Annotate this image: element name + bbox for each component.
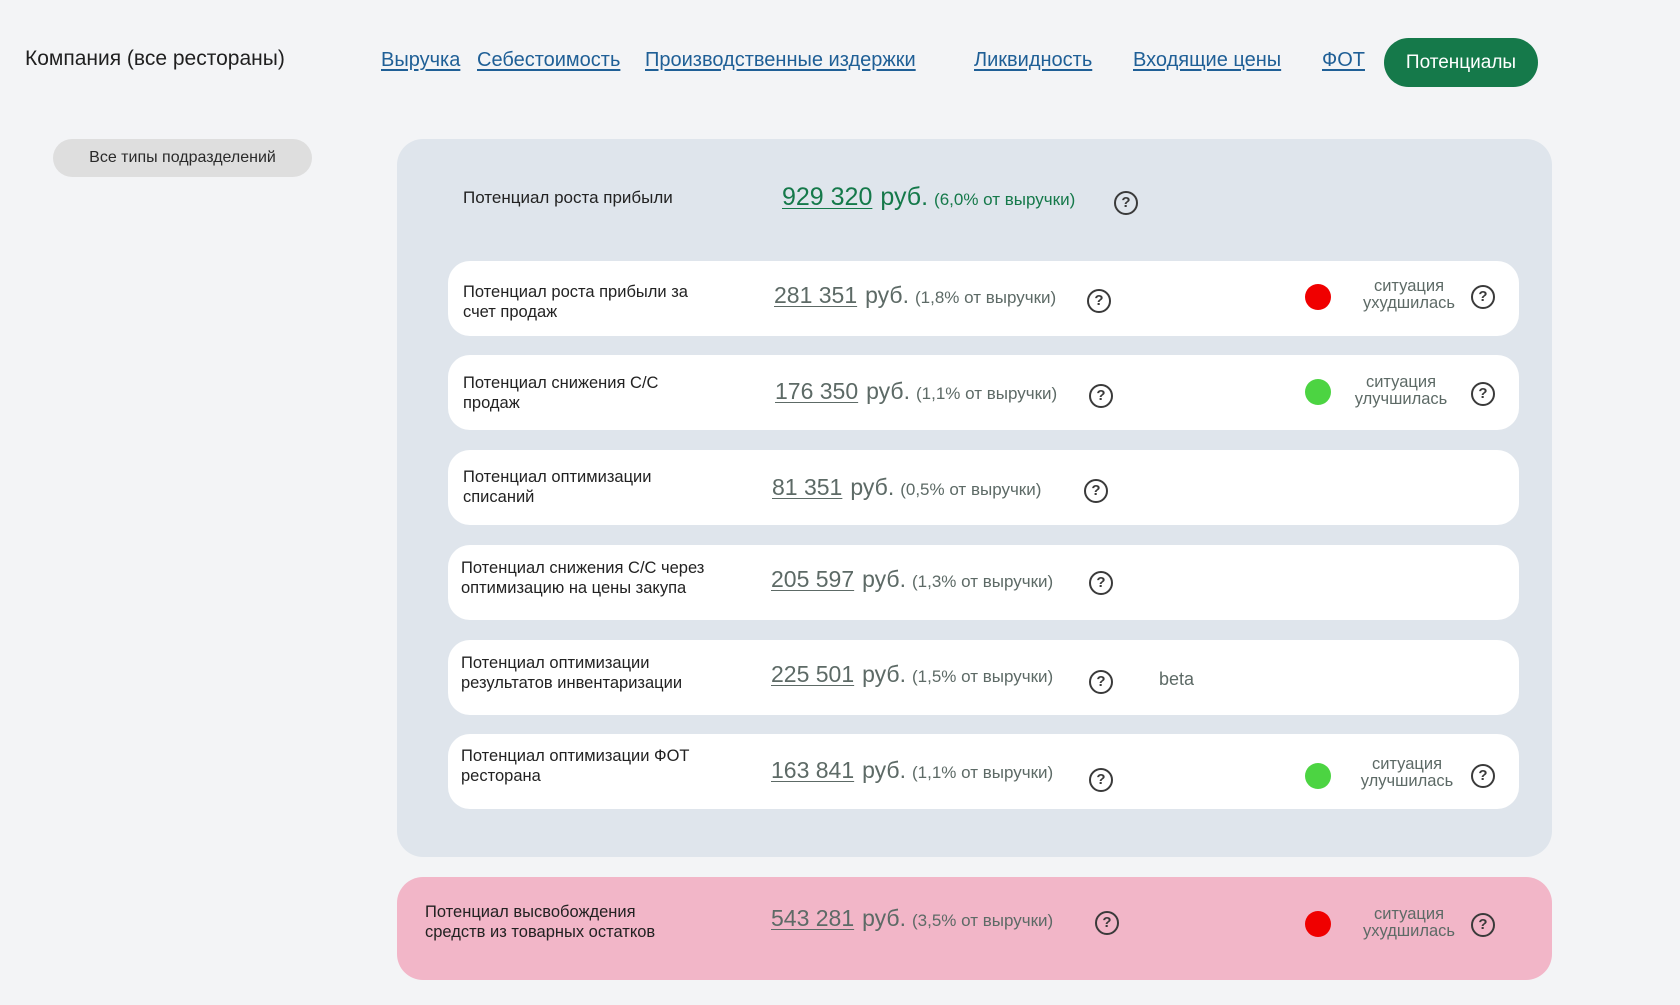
card-cost-reduction (448, 355, 1519, 430)
summary-share: (6,0% от выручки) (934, 190, 1076, 209)
card-value: 176 350 руб. (1,1% от выручки) (775, 378, 1057, 405)
nav-production-costs[interactable]: Производственные издержки (645, 49, 916, 71)
card-amount-link[interactable]: 163 841 (771, 757, 855, 783)
nav-revenue[interactable]: Выручка (381, 49, 461, 71)
bottom-amount-link[interactable]: 543 281 (771, 905, 855, 931)
card-share: (1,3% от выручки) (912, 572, 1054, 591)
card-amount-link[interactable]: 81 351 (772, 474, 843, 500)
nav-cost[interactable]: Себестоимость (477, 49, 621, 71)
help-icon[interactable]: ? (1089, 768, 1113, 792)
bottom-currency: руб. (862, 905, 906, 931)
help-icon[interactable]: ? (1471, 285, 1495, 309)
beta-badge: beta (1159, 669, 1195, 689)
inventory-release-panel (397, 877, 1552, 980)
summary-label: Потенциал роста прибыли (463, 188, 673, 207)
card-amount-link[interactable]: 281 351 (774, 282, 858, 308)
card-share: (0,5% от выручки) (900, 480, 1042, 499)
card-currency: руб. (866, 378, 910, 404)
card-share: (1,1% от выручки) (916, 384, 1058, 403)
card-value: 205 597 руб. (1,3% от выручки) (771, 566, 1053, 593)
card-label: Потенциал снижения С/С продаж (463, 374, 659, 412)
nav-liquidity[interactable]: Ликвидность (974, 49, 1093, 71)
nav-payroll[interactable]: ФОТ (1322, 49, 1365, 71)
card-label: Потенциал роста прибыли за счет продаж (463, 283, 688, 321)
status-dot-red (1305, 911, 1331, 937)
card-label: Потенциал оптимизации ФОТ ресторана (461, 747, 690, 785)
help-icon[interactable]: ? (1471, 913, 1495, 937)
division-type-filter[interactable]: Все типы подразделений (53, 139, 312, 177)
page-title: Компания (все рестораны) (25, 47, 285, 70)
help-icon[interactable]: ? (1084, 479, 1108, 503)
help-icon[interactable]: ? (1089, 571, 1113, 595)
card-share: (1,8% от выручки) (915, 288, 1057, 307)
help-icon[interactable]: ? (1089, 670, 1113, 694)
card-currency: руб. (850, 474, 895, 500)
card-currency: руб. (862, 757, 906, 783)
card-value: 163 841 руб. (1,1% от выручки) (771, 757, 1053, 784)
card-amount-link[interactable]: 176 350 (775, 378, 859, 404)
summary-amount-link[interactable]: 929 320 (782, 183, 873, 211)
help-icon[interactable]: ? (1087, 289, 1111, 313)
card-value: 81 351 руб. (0,5% от выручки) (772, 474, 1041, 501)
card-currency: руб. (865, 282, 909, 308)
card-value: 225 501 руб. (1,5% от выручки) (771, 661, 1053, 688)
help-icon[interactable]: ? (1095, 911, 1119, 935)
help-icon[interactable]: ? (1114, 191, 1138, 215)
card-inventory (448, 640, 1519, 715)
card-share: (1,5% от выручки) (912, 667, 1054, 686)
status-dot-green (1305, 379, 1331, 405)
help-icon[interactable]: ? (1471, 382, 1495, 406)
card-purchase-prices (448, 545, 1519, 620)
card-sales-growth (448, 261, 1519, 336)
card-payroll (448, 734, 1519, 809)
status-dot-green (1305, 763, 1331, 789)
card-label: Потенциал оптимизации списаний (463, 468, 652, 506)
bottom-label: Потенциал высвобождения средств из товар… (425, 903, 656, 941)
status-text: ситуация улучшилась (1360, 755, 1454, 790)
card-label: Потенциал снижения С/С через оптимизацию… (461, 559, 705, 597)
help-icon[interactable]: ? (1089, 384, 1113, 408)
card-amount-link[interactable]: 205 597 (771, 566, 855, 592)
card-label: Потенциал оптимизации результатов инвент… (461, 654, 683, 692)
nav-incoming-prices[interactable]: Входящие цены (1133, 49, 1282, 71)
card-amount-link[interactable]: 225 501 (771, 661, 855, 687)
summary-value: 929 320 руб. (6,0% от выручки) (782, 183, 1075, 212)
status-text: ситуация улучшилась (1354, 373, 1448, 408)
card-share: (1,1% от выручки) (912, 763, 1054, 782)
bottom-value: 543 281 руб. (3,5% от выручки) (771, 905, 1053, 932)
card-write-offs (448, 450, 1519, 525)
card-currency: руб. (862, 661, 906, 687)
nav-potentials-active[interactable]: Потенциалы (1384, 38, 1538, 87)
header: Компания (все рестораны) Выручка Себесто… (0, 0, 1680, 130)
status-dot-red (1305, 284, 1331, 310)
status-text: ситуация ухудшилась (1363, 277, 1455, 312)
card-value: 281 351 руб. (1,8% от выручки) (774, 282, 1056, 309)
card-currency: руб. (862, 566, 906, 592)
status-text: ситуация ухудшилась (1363, 905, 1455, 940)
help-icon[interactable]: ? (1471, 764, 1495, 788)
summary-currency: руб. (880, 183, 929, 211)
bottom-share: (3,5% от выручки) (912, 911, 1054, 930)
